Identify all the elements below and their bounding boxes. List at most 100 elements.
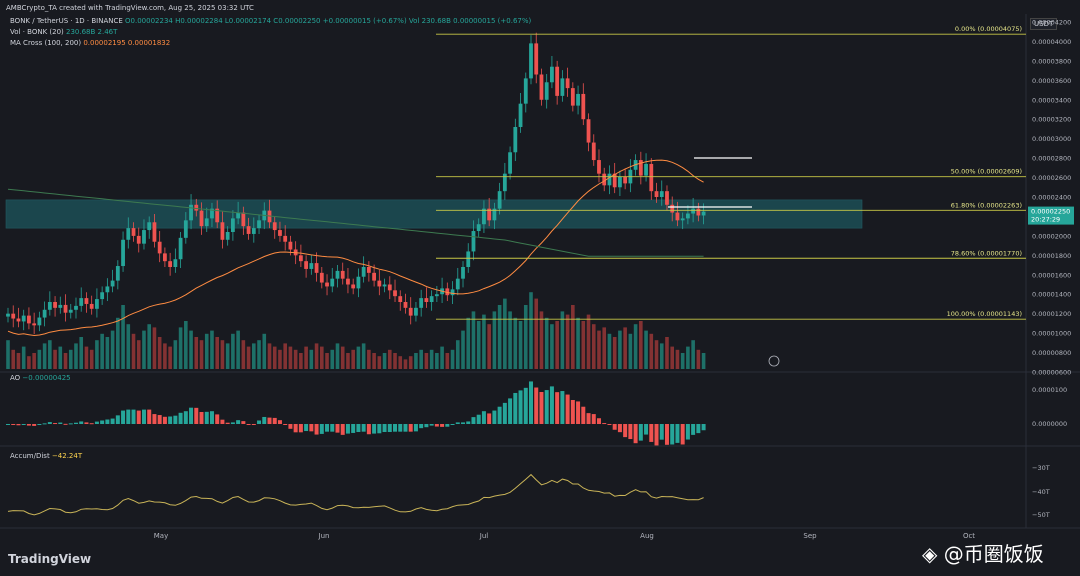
ao-bar: [602, 423, 607, 425]
volume-bar: [612, 337, 617, 369]
volume-bar: [168, 346, 172, 369]
ao-bar: [220, 419, 225, 424]
volume-bar: [377, 356, 382, 369]
currency-badge[interactable]: USDT: [1030, 18, 1058, 30]
volume-bar: [225, 343, 230, 369]
volume-bar: [571, 305, 575, 369]
volume-bar: [356, 346, 361, 369]
ao-bar: [638, 424, 643, 441]
ao-bar: [481, 411, 486, 424]
ao-bar: [209, 411, 214, 424]
volume-bar: [231, 333, 235, 369]
volume-bar: [288, 346, 293, 369]
ao-bar: [345, 424, 350, 434]
candle-body: [450, 289, 455, 296]
ao-bar: [607, 424, 612, 425]
ao-bar: [58, 422, 63, 424]
volume-bar: [48, 340, 52, 369]
time-axis-label: Jun: [318, 532, 330, 540]
volume-bar: [659, 343, 664, 369]
ao-bar: [508, 398, 513, 424]
volume-bar: [346, 353, 350, 369]
ao-bar: [204, 411, 209, 424]
candle-body: [356, 276, 361, 289]
ao-bar: [685, 424, 690, 440]
ao-bar: [675, 424, 680, 443]
volume-bar: [210, 330, 214, 369]
price-tick-label: 0.00001800: [1032, 252, 1071, 260]
ao-bar: [455, 422, 460, 424]
ao-bar: [623, 424, 628, 438]
volume-bar: [597, 330, 601, 369]
ao-bar: [288, 424, 293, 429]
candle-body: [419, 298, 424, 308]
volume-bar: [497, 305, 502, 369]
volume-bar: [110, 330, 115, 369]
symbol-name: BONK / TetherUS · 1D · BINANCE: [10, 17, 123, 25]
candle-body: [309, 263, 314, 269]
ao-bar: [178, 412, 183, 424]
candle-body: [288, 241, 293, 250]
volume-bar: [58, 346, 63, 369]
candle-body: [210, 208, 214, 219]
volume-bar: [79, 337, 84, 369]
ao-bar: [267, 417, 272, 424]
ao-bar: [502, 402, 507, 424]
price-tick-label: 0.00004200: [1032, 19, 1071, 27]
ao-value: −0.00000425: [22, 374, 71, 382]
price-tick-label: 0.00001600: [1032, 271, 1071, 279]
volume-bar: [476, 321, 481, 369]
ao-bar: [492, 410, 497, 424]
candle-body: [523, 78, 528, 104]
volume-bar: [576, 317, 580, 369]
ao-bar: [6, 424, 10, 425]
ao-bar: [586, 413, 591, 424]
volume-bar: [503, 298, 507, 369]
volume-bar: [670, 346, 675, 369]
candle-body: [555, 66, 560, 96]
candle-body: [121, 239, 125, 267]
ao-bar: [424, 424, 429, 428]
ao-legend: AO −0.00000425: [10, 374, 71, 382]
last-price-tag: [1028, 206, 1074, 225]
candle-body: [529, 43, 533, 79]
ao-bar: [68, 423, 73, 425]
ao-bar: [393, 424, 398, 432]
ao-bar: [262, 416, 267, 424]
volume-bar: [95, 340, 99, 369]
ao-bar: [241, 421, 246, 424]
candle-body: [58, 304, 63, 308]
candle-body: [686, 213, 690, 219]
candle-body: [659, 191, 664, 197]
candle-body: [204, 218, 209, 227]
volume-bar: [68, 349, 73, 369]
ao-bar: [555, 392, 560, 424]
ma-label: MA Cross (100, 200): [10, 39, 82, 47]
candle-body: [89, 303, 94, 309]
candle-body: [68, 309, 73, 313]
ao-bar: [617, 424, 622, 433]
accum-dist-line: [7, 473, 704, 516]
candle-body: [84, 298, 89, 304]
volume-bar: [330, 349, 335, 369]
candle-body: [163, 253, 167, 262]
chart-credit: AMBCrypto_TA created with TradingView.co…: [6, 4, 254, 12]
volume-bar: [309, 349, 314, 369]
candle-body: [560, 78, 565, 96]
candle-body: [487, 208, 492, 221]
volume-bar: [581, 321, 586, 369]
ao-label: AO: [10, 374, 21, 382]
candle-body: [377, 280, 382, 287]
volume-bar: [529, 292, 533, 369]
ao-bar: [21, 424, 26, 425]
candle-body: [110, 280, 115, 287]
volume-bar: [654, 340, 659, 369]
volume-bar: [16, 353, 21, 369]
candle-body: [79, 298, 84, 306]
ao-bar: [340, 424, 345, 435]
ao-bar: [419, 424, 424, 429]
ma-values: 0.00002195 0.00001832: [83, 39, 171, 47]
ao-bar: [131, 409, 136, 424]
ao-bar: [612, 424, 617, 430]
